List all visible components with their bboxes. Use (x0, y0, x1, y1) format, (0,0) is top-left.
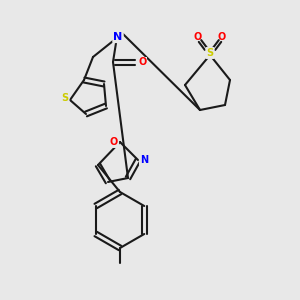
Text: S: S (206, 48, 214, 58)
Text: O: O (139, 57, 147, 67)
Text: O: O (110, 137, 118, 147)
Text: O: O (194, 32, 202, 42)
Text: O: O (218, 32, 226, 42)
Text: N: N (140, 155, 148, 165)
Text: S: S (61, 93, 69, 103)
Text: N: N (113, 32, 123, 42)
